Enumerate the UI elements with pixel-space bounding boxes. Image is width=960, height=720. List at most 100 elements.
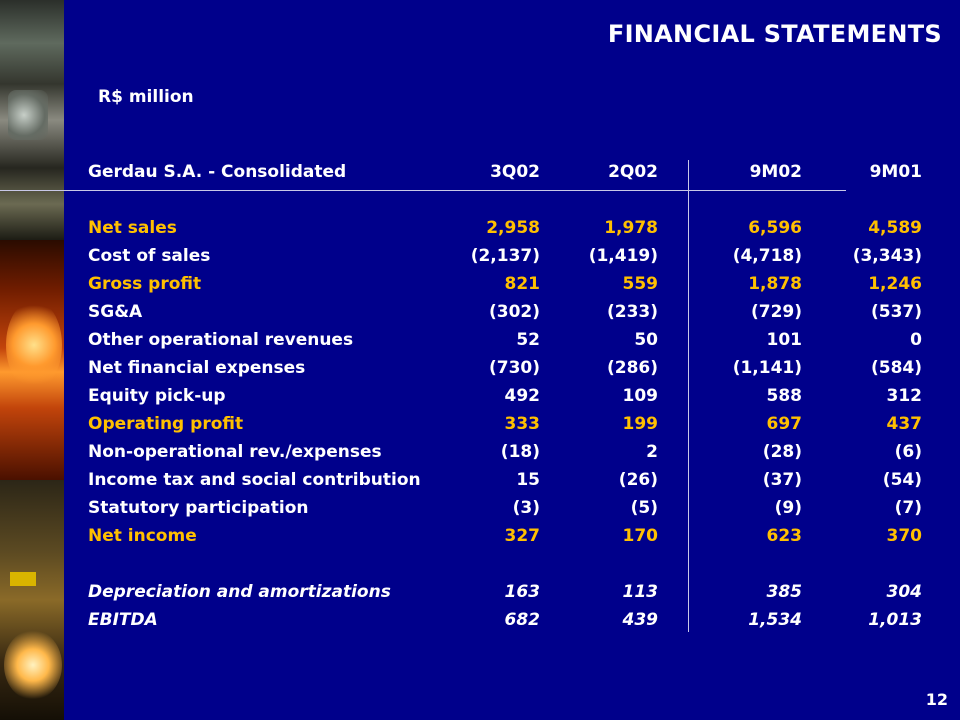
cell-value: 437 (886, 414, 923, 434)
cell-value: 327 (504, 526, 541, 546)
row-label: Statutory participation (88, 498, 309, 518)
cell-value: (26) (618, 470, 658, 490)
row-label: Equity pick-up (88, 386, 226, 406)
table-row: SG&A (302) (233) (729) (537) (88, 298, 934, 326)
cell-value: 15 (516, 470, 540, 490)
cell-value: (37) (762, 470, 802, 490)
table-row: Depreciation and amortizations 163 113 3… (88, 578, 934, 606)
row-label: Net sales (88, 218, 177, 238)
cell-value: 0 (910, 330, 922, 350)
row-label: Non-operational rev./expenses (88, 442, 382, 462)
cell-value: (729) (750, 302, 802, 322)
table-row: Statutory participation (3) (5) (9) (7) (88, 494, 934, 522)
table-row: Net financial expenses (730) (286) (1,14… (88, 354, 934, 382)
photo-strip (0, 0, 64, 720)
row-label: Gross profit (88, 274, 202, 294)
row-label: Depreciation and amortizations (88, 582, 391, 602)
cell-value: (6) (894, 442, 922, 462)
cell-value: 559 (622, 274, 659, 294)
table-header: Gerdau S.A. - Consolidated 3Q02 2Q02 9M0… (88, 158, 934, 186)
header-2q02: 2Q02 (608, 162, 658, 182)
cell-value: 101 (766, 330, 803, 350)
table-row: Other operational revenues 52 50 101 0 (88, 326, 934, 354)
cell-value: (3,343) (852, 246, 922, 266)
cell-value: (730) (488, 358, 540, 378)
cell-value: 6,596 (748, 218, 802, 238)
cell-value: (302) (488, 302, 540, 322)
row-label: Operating profit (88, 414, 244, 434)
row-label: Net income (88, 526, 197, 546)
cell-value: 1,878 (748, 274, 802, 294)
cell-value: 50 (634, 330, 658, 350)
row-label: Cost of sales (88, 246, 211, 266)
cell-value: 439 (622, 610, 659, 630)
table-row: Net sales 2,958 1,978 6,596 4,589 (88, 214, 934, 242)
header-rule (0, 190, 846, 191)
cell-value: 1,534 (748, 610, 802, 630)
table-row: Gross profit 821 559 1,878 1,246 (88, 270, 934, 298)
cell-value: 588 (766, 386, 803, 406)
cell-value: (1,141) (732, 358, 802, 378)
cell-value: (5) (630, 498, 658, 518)
cell-value: 109 (622, 386, 659, 406)
cell-value: 2,958 (486, 218, 540, 238)
cell-value: 492 (504, 386, 541, 406)
table-row: Equity pick-up 492 109 588 312 (88, 382, 934, 410)
cell-value: 163 (504, 582, 541, 602)
cell-value: 304 (886, 582, 923, 602)
furnace-photo (0, 480, 64, 720)
cell-value: 623 (766, 526, 803, 546)
table-row: Operating profit 333 199 697 437 (88, 410, 934, 438)
cell-value: 113 (622, 582, 659, 602)
cell-value: 1,246 (868, 274, 922, 294)
row-label: EBITDA (88, 610, 158, 630)
header-label: Gerdau S.A. - Consolidated (88, 162, 347, 182)
table-row: EBITDA 682 439 1,534 1,013 (88, 606, 934, 634)
cell-value: 312 (886, 386, 923, 406)
cell-value: (286) (606, 358, 658, 378)
header-3q02: 3Q02 (490, 162, 540, 182)
cell-value: 333 (504, 414, 541, 434)
cell-value: (2,137) (470, 246, 540, 266)
cell-value: (54) (882, 470, 922, 490)
unit-label: R$ million (98, 87, 194, 107)
cell-value: (18) (500, 442, 540, 462)
page-number: 12 (925, 690, 948, 709)
cell-value: (233) (606, 302, 658, 322)
cell-value: (3) (512, 498, 540, 518)
cell-value: (28) (762, 442, 802, 462)
period-divider (688, 160, 689, 632)
cell-value: 1,978 (604, 218, 658, 238)
hot-steel-coil-photo (0, 240, 64, 480)
row-label: SG&A (88, 302, 143, 322)
cell-value: (1,419) (588, 246, 658, 266)
cell-value: 697 (766, 414, 803, 434)
cell-value: 1,013 (868, 610, 922, 630)
cell-value: 4,589 (868, 218, 922, 238)
cell-value: 52 (516, 330, 540, 350)
cell-value: 170 (622, 526, 659, 546)
cell-value: (537) (870, 302, 922, 322)
cell-value: 821 (504, 274, 541, 294)
cell-value: (584) (870, 358, 922, 378)
cell-value: (9) (774, 498, 802, 518)
row-label: Net financial expenses (88, 358, 306, 378)
page-title: FINANCIAL STATEMENTS (607, 20, 942, 48)
cell-value: (7) (894, 498, 922, 518)
row-label: Other operational revenues (88, 330, 354, 350)
cell-value: (4,718) (732, 246, 802, 266)
table-row: Income tax and social contribution 15 (2… (88, 466, 934, 494)
header-9m01: 9M01 (869, 162, 922, 182)
cell-value: 199 (622, 414, 659, 434)
steel-mill-photo (0, 0, 64, 240)
financial-table: Gerdau S.A. - Consolidated 3Q02 2Q02 9M0… (88, 158, 934, 634)
table-row: Net income 327 170 623 370 (88, 522, 934, 550)
cell-value: 370 (886, 526, 923, 546)
cell-value: 385 (766, 582, 803, 602)
table-row: Non-operational rev./expenses (18) 2 (28… (88, 438, 934, 466)
header-9m02: 9M02 (749, 162, 802, 182)
cell-value: 2 (646, 442, 658, 462)
table-row: Cost of sales (2,137) (1,419) (4,718) (3… (88, 242, 934, 270)
row-label: Income tax and social contribution (88, 470, 421, 490)
cell-value: 682 (504, 610, 541, 630)
